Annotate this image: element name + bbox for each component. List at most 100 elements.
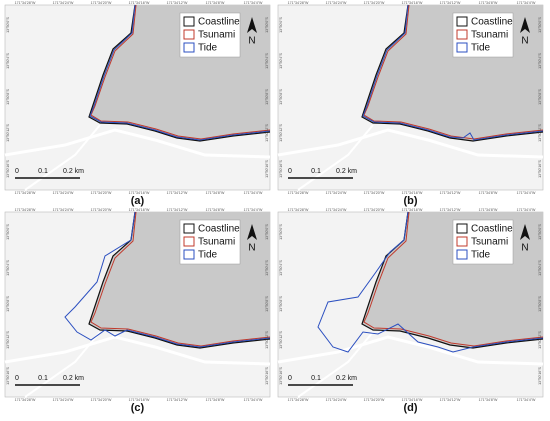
- lat-label: 13°50'0"S: [6, 17, 10, 33]
- lon-label: 171°34'28"W: [15, 208, 36, 212]
- north-arrow: [520, 17, 530, 33]
- legend-swatch: [183, 249, 195, 260]
- lat-label: 13°50'8"S: [538, 296, 542, 312]
- lat-label: 13°50'8"S: [6, 296, 10, 312]
- lat-label: 13°50'0"S: [538, 17, 542, 33]
- lon-label: 171°34'16"W: [402, 208, 423, 212]
- lon-label: 171°34'12"W: [440, 208, 461, 212]
- lat-label: 13°50'8"S: [265, 296, 269, 312]
- lon-label: 171°34'16"W: [129, 208, 150, 212]
- map-panel: Coastline Tsunami Tide N 0 0.1 0.2 km 171°34'28…: [277, 208, 544, 402]
- lon-label: 171°34'4"W: [517, 1, 536, 5]
- lon-label: 171°34'12"W: [440, 1, 461, 5]
- coastline: [88, 211, 271, 349]
- lat-label: 13°50'8"S: [265, 89, 269, 105]
- lon-label: 171°34'8"W: [206, 398, 225, 402]
- north-arrow: [247, 17, 257, 33]
- legend-label: Tsunami: [471, 30, 508, 41]
- lon-label: 171°34'12"W: [167, 398, 188, 402]
- lon-label: 171°34'12"W: [167, 1, 188, 5]
- lon-label: 171°34'24"W: [53, 191, 74, 195]
- lon-label: 171°34'4"W: [517, 191, 536, 195]
- legend-label: Tsunami: [471, 237, 508, 248]
- lon-label: 171°34'16"W: [402, 1, 423, 5]
- lat-label: 13°50'0"S: [6, 224, 10, 240]
- tsunami-line: [363, 211, 544, 347]
- lat-label: 13°50'16"S: [279, 367, 283, 385]
- lon-label: 171°34'4"W: [517, 398, 536, 402]
- panel-label: (c): [131, 402, 145, 414]
- legend: Coastline Tsunami Tide: [179, 219, 241, 265]
- lon-label: 171°34'24"W: [326, 1, 347, 5]
- lat-label: 13°50'12"S: [265, 124, 269, 142]
- lon-label: 171°34'20"W: [364, 398, 385, 402]
- lat-label: 13°50'0"S: [265, 224, 269, 240]
- lon-label: 171°34'24"W: [53, 398, 74, 402]
- lon-label: 171°34'16"W: [129, 398, 150, 402]
- scale-label: 0: [288, 168, 292, 175]
- lon-label: 171°34'20"W: [364, 191, 385, 195]
- north-arrow: [520, 224, 530, 240]
- legend-label: Tsunami: [198, 237, 235, 248]
- lon-label: 171°34'8"W: [479, 1, 498, 5]
- road: [277, 335, 544, 366]
- lat-label: 13°50'0"S: [279, 224, 283, 240]
- legend-label: Coastline: [198, 224, 240, 235]
- coastline: [361, 4, 544, 142]
- legend: Coastline Tsunami Tide: [179, 12, 241, 58]
- lon-label: 171°34'24"W: [326, 191, 347, 195]
- lon-label: 171°34'28"W: [15, 191, 36, 195]
- map-panel: Coastline Tsunami Tide N 0 0.1 0.2 km 171°34'28…: [4, 1, 271, 195]
- lon-label: 171°34'4"W: [517, 208, 536, 212]
- lon-label: 171°34'24"W: [53, 1, 74, 5]
- lon-label: 171°34'24"W: [326, 208, 347, 212]
- lat-label: 13°50'8"S: [279, 296, 283, 312]
- lon-label: 171°34'16"W: [129, 1, 150, 5]
- legend-swatch: [456, 249, 468, 260]
- lat-label: 13°50'16"S: [265, 160, 269, 178]
- lon-label: 171°34'8"W: [479, 208, 498, 212]
- lat-label: 13°50'4"S: [279, 260, 283, 276]
- legend-label: Coastline: [471, 224, 513, 235]
- tide-line: [362, 4, 544, 141]
- panel-label: (b): [403, 195, 417, 207]
- lat-label: 13°50'16"S: [6, 367, 10, 385]
- legend-swatch: [183, 236, 195, 247]
- scale-label: 0.1: [311, 375, 321, 382]
- north-label: N: [248, 243, 255, 254]
- lon-label: 171°34'28"W: [288, 398, 309, 402]
- lon-label: 171°34'28"W: [288, 191, 309, 195]
- tide-line: [64, 211, 271, 348]
- lat-label: 13°50'0"S: [265, 17, 269, 33]
- north-label: N: [248, 36, 255, 47]
- legend-label: Tide: [471, 43, 491, 54]
- lon-label: 171°34'4"W: [244, 398, 263, 402]
- lat-label: 13°50'16"S: [538, 160, 542, 178]
- lon-label: 171°34'20"W: [364, 1, 385, 5]
- legend-label: Tide: [198, 250, 218, 261]
- legend-label: Coastline: [198, 17, 240, 28]
- legend-swatch: [183, 42, 195, 53]
- lon-label: 171°34'4"W: [244, 208, 263, 212]
- lon-label: 171°34'4"W: [244, 1, 263, 5]
- lon-label: 171°34'20"W: [91, 398, 112, 402]
- legend-swatch: [456, 29, 468, 40]
- lon-label: 171°34'8"W: [206, 208, 225, 212]
- lat-label: 13°50'4"S: [279, 53, 283, 69]
- tsunami-line: [90, 211, 271, 347]
- scale-label: 0.1: [38, 375, 48, 382]
- lon-label: 171°34'28"W: [288, 1, 309, 5]
- legend: Coastline Tsunami Tide: [452, 219, 514, 265]
- scale-label: 0: [15, 168, 19, 175]
- lat-label: 13°50'0"S: [538, 224, 542, 240]
- panel-label: (d): [403, 402, 417, 414]
- scale-label: 0.2 km: [63, 375, 84, 382]
- lat-label: 13°50'12"S: [279, 124, 283, 142]
- lat-label: 13°50'4"S: [6, 260, 10, 276]
- legend-label: Coastline: [471, 17, 513, 28]
- lon-label: 171°34'20"W: [364, 208, 385, 212]
- legend-swatch: [456, 223, 468, 234]
- lat-label: 13°50'16"S: [6, 160, 10, 178]
- tsunami-line: [90, 4, 271, 140]
- lon-label: 171°34'8"W: [206, 1, 225, 5]
